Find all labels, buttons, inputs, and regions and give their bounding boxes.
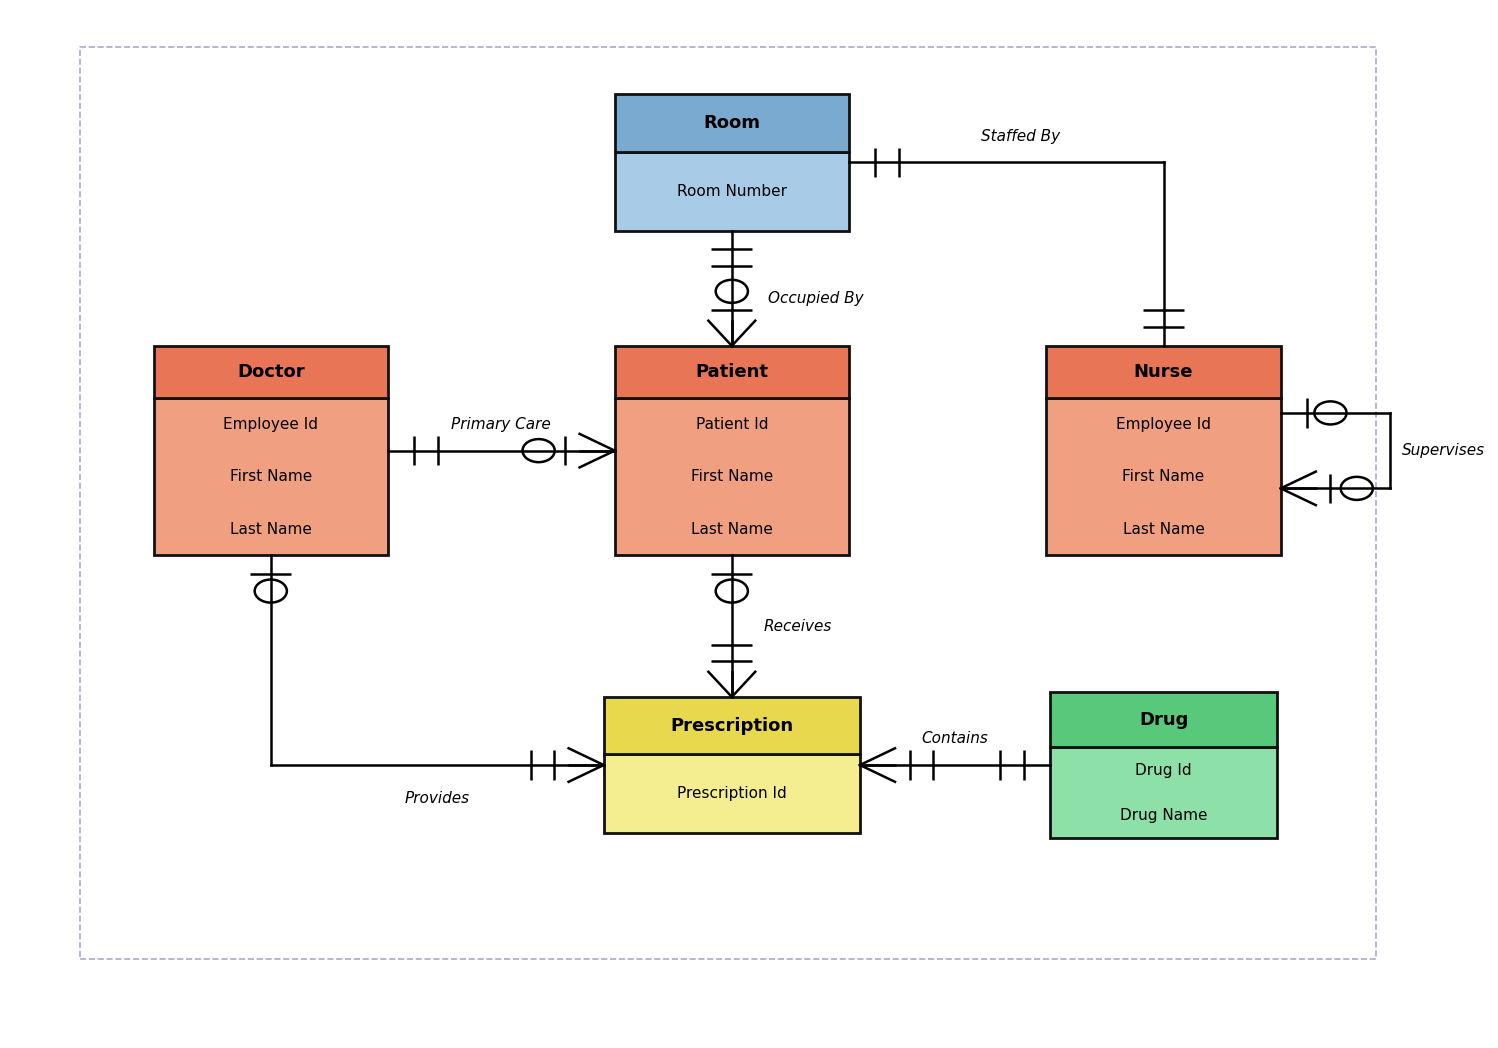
Text: Staffed By: Staffed By (981, 129, 1061, 144)
Text: Employee Id: Employee Id (223, 417, 318, 432)
Text: Contains: Contains (921, 732, 989, 746)
Text: First Name: First Name (229, 470, 312, 484)
Text: Prescription Id: Prescription Id (677, 786, 786, 801)
Text: Drug: Drug (1138, 711, 1188, 728)
Bar (614, 398, 849, 555)
Text: Room Number: Room Number (677, 183, 786, 198)
Bar (604, 755, 860, 833)
Text: Doctor: Doctor (237, 363, 304, 381)
Text: Room: Room (704, 114, 761, 132)
Text: First Name: First Name (1122, 470, 1204, 484)
Text: Last Name: Last Name (229, 522, 312, 537)
Bar (1050, 747, 1276, 838)
Text: Employee Id: Employee Id (1116, 417, 1210, 432)
Bar (154, 346, 388, 398)
Bar (1047, 346, 1281, 398)
Bar (614, 152, 849, 231)
Text: Patient Id: Patient Id (695, 417, 768, 432)
Bar (614, 94, 849, 152)
Bar (1047, 398, 1281, 555)
Bar (1050, 692, 1276, 747)
Bar (614, 346, 849, 398)
Text: Supervises: Supervises (1402, 443, 1486, 458)
Text: Last Name: Last Name (1122, 522, 1204, 537)
Text: Provides: Provides (404, 791, 470, 806)
Bar (604, 697, 860, 755)
Text: Last Name: Last Name (691, 522, 773, 537)
Text: Primary Care: Primary Care (451, 417, 551, 432)
Text: Occupied By: Occupied By (768, 291, 864, 306)
Text: Receives: Receives (764, 618, 833, 634)
Text: First Name: First Name (691, 470, 773, 484)
Bar (154, 398, 388, 555)
Text: Nurse: Nurse (1134, 363, 1194, 381)
Text: Patient: Patient (695, 363, 768, 381)
Bar (81, 47, 1375, 959)
Text: Prescription: Prescription (670, 717, 794, 735)
Text: Drug Name: Drug Name (1121, 808, 1207, 823)
Text: Drug Id: Drug Id (1135, 763, 1192, 778)
